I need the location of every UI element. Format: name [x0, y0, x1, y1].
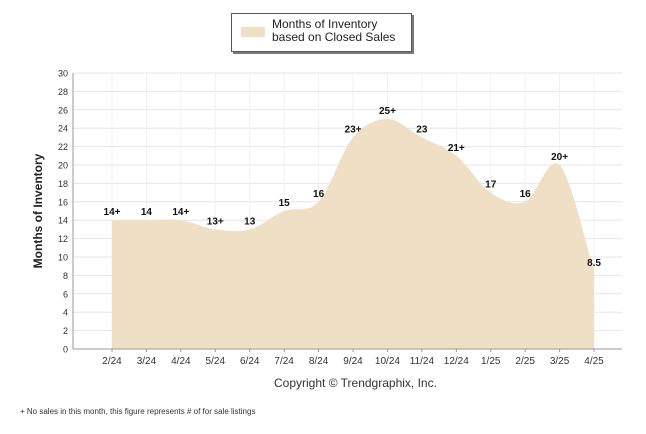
data-label: 14+: [104, 207, 121, 218]
y-tick-label: 2: [63, 326, 68, 336]
y-tick-label: 20: [58, 161, 68, 171]
axes: [72, 73, 622, 352]
y-tick-label: 24: [58, 124, 68, 134]
x-tick-label: 7/24: [274, 356, 294, 367]
data-label: 17: [485, 180, 497, 191]
y-tick-label: 10: [58, 253, 68, 263]
data-label: 8.5: [587, 258, 601, 269]
data-label: 21+: [448, 143, 465, 154]
legend-swatch: [241, 27, 265, 37]
x-tick-label: 3/24: [137, 356, 157, 367]
y-tick-label: 30: [58, 69, 68, 79]
footnote-text: + No sales in this month, this figure re…: [20, 407, 256, 416]
area-series: [112, 119, 595, 349]
y-tick-label: 6: [63, 289, 68, 299]
data-label: 14: [141, 207, 153, 218]
x-tick-label: 4/24: [171, 356, 191, 367]
legend: Months of Inventory based on Closed Sale…: [231, 13, 412, 52]
x-tick-label: 9/24: [343, 356, 363, 367]
y-tick-label: 12: [58, 234, 68, 244]
y-tick-label: 0: [63, 345, 68, 355]
data-label: 16: [313, 189, 325, 200]
data-label: 13+: [207, 216, 224, 227]
copyright-text: Copyright © Trendgraphix, Inc.: [274, 376, 437, 390]
data-label: 15: [279, 198, 291, 209]
x-tick-label: 6/24: [240, 356, 260, 367]
y-tick-label: 22: [58, 142, 68, 152]
y-tick-label: 14: [58, 216, 68, 226]
y-tick-label: 8: [63, 271, 68, 281]
x-tick-label: 2/24: [102, 356, 122, 367]
x-tick-labels: 2/24 3/24 4/24 5/24 6/24 7/24 8/24 9/24 10/24 11/…: [102, 356, 604, 367]
x-tick-label: 1/25: [481, 356, 501, 367]
area-fill: [112, 119, 595, 349]
x-tick-label: 4/25: [584, 356, 604, 367]
legend-label: Months of Inventory based on Closed Sale…: [272, 17, 396, 44]
x-tick-label: 12/24: [444, 356, 469, 367]
x-tick-label: 5/24: [206, 356, 226, 367]
y-tick-label: 4: [63, 308, 68, 318]
data-label: 25+: [379, 106, 396, 117]
data-label: 23: [416, 124, 428, 135]
data-labels: 14+ 14 14+ 13+ 13 15 16 23+ 25+ 23 21+ 17 16 20+ 8.5: [104, 106, 602, 269]
x-tick-label: 2/25: [515, 356, 535, 367]
y-tick-label: 26: [58, 105, 68, 115]
data-label: 13: [244, 216, 256, 227]
x-tick-label: 8/24: [309, 356, 329, 367]
x-tick-label: 11/24: [410, 356, 435, 367]
data-label: 20+: [551, 152, 568, 163]
y-tick-label: 16: [58, 197, 68, 207]
y-axis-label: Months of Inventory: [31, 153, 45, 268]
x-tick-label: 10/24: [375, 356, 400, 367]
data-label: 23+: [345, 124, 362, 135]
x-tick-label: 3/25: [550, 356, 570, 367]
y-tick-label: 18: [58, 179, 68, 189]
y-tick-label: 28: [58, 87, 68, 97]
data-label: 14+: [172, 207, 189, 218]
data-label: 16: [520, 189, 532, 200]
